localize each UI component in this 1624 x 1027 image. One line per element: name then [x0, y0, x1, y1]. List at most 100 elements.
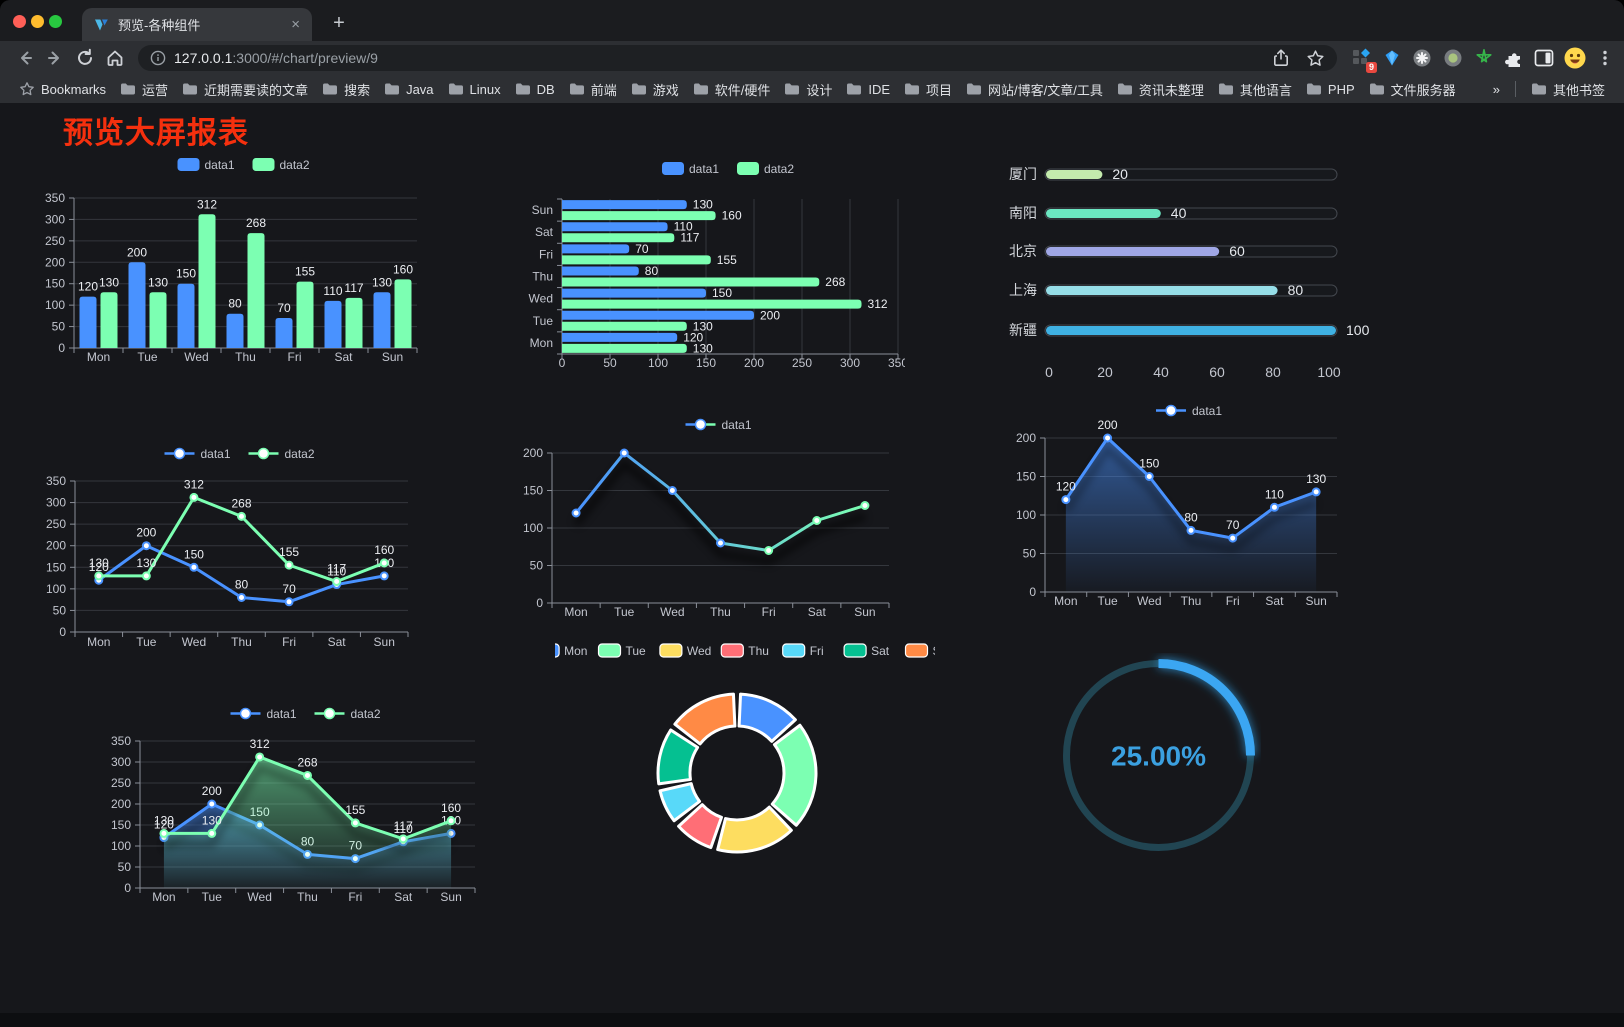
svg-text:0: 0 — [559, 356, 566, 370]
bookmark-folder[interactable]: 项目 — [897, 77, 959, 102]
bookmark-folder-label: 项目 — [926, 82, 953, 98]
other-bookmarks-label: 其他书签 — [1552, 82, 1605, 98]
svg-text:80: 80 — [1265, 364, 1281, 380]
svg-text:70: 70 — [1226, 518, 1240, 532]
svg-text:Sat: Sat — [334, 350, 353, 364]
extensions-puzzle-icon[interactable] — [1504, 48, 1525, 69]
svg-text:250: 250 — [111, 776, 131, 790]
bookmarks-separator — [1514, 81, 1516, 97]
bookmark-folder[interactable]: 搜索 — [315, 77, 377, 102]
bookmark-folder[interactable]: Java — [377, 79, 440, 100]
browser-tab[interactable]: 预览-各种组件 × — [82, 8, 312, 41]
svg-text:200: 200 — [760, 308, 780, 322]
tab-close-icon[interactable]: × — [291, 16, 300, 33]
pinwheel-extension-icon[interactable] — [1411, 47, 1433, 69]
bookmark-folder[interactable]: IDE — [839, 79, 897, 100]
chart-progress-bars[interactable]: 厦门 20 南阳 40 北京 60 上海 80 新疆 100 0 20 40 60 80 100 — [1000, 155, 1375, 390]
svg-text:300: 300 — [45, 212, 65, 226]
chart-gauge[interactable]: 25.00% — [1056, 653, 1261, 863]
svg-text:data2: data2 — [285, 447, 315, 461]
bookmark-folder[interactable]: 运营 — [113, 77, 175, 102]
svg-text:200: 200 — [127, 245, 147, 259]
browser-menu-icon[interactable] — [1596, 48, 1614, 68]
svg-text:350: 350 — [888, 356, 905, 370]
svg-text:268: 268 — [825, 275, 845, 289]
green-star-extension-icon[interactable] — [1473, 47, 1495, 69]
share-icon[interactable] — [1272, 48, 1290, 68]
adblock-extension-icon[interactable]: 9 — [1349, 46, 1377, 73]
site-info-icon[interactable] — [150, 50, 166, 66]
bookmarks-overflow-chevron[interactable]: » — [1492, 81, 1500, 97]
bookmarks-bar: Bookmarks 运营 近期需要读的文章 搜索 Java Linux DB 前端 游戏 软件/… — [0, 75, 1624, 103]
chart-line-gradient[interactable]: 0 50 100 150 200 Mon Tue Wed Thu Fri Sat Sun data1 — [505, 404, 905, 631]
window-maximize-button[interactable] — [49, 15, 62, 28]
profile-avatar[interactable] — [1563, 46, 1587, 70]
svg-text:100: 100 — [1317, 364, 1341, 380]
other-bookmarks-item[interactable]: 其他书签 — [1524, 77, 1612, 102]
svg-text:Tue: Tue — [1097, 594, 1118, 608]
window-minimize-button[interactable] — [31, 15, 44, 28]
svg-text:50: 50 — [52, 320, 66, 334]
svg-text:70: 70 — [635, 242, 649, 256]
bookmark-folder[interactable]: 资讯未整理 — [1110, 77, 1211, 102]
svg-text:Mon: Mon — [530, 336, 553, 350]
svg-text:0: 0 — [1045, 364, 1053, 380]
svg-text:50: 50 — [530, 559, 544, 573]
svg-text:150: 150 — [1139, 457, 1159, 471]
home-button[interactable] — [104, 47, 126, 69]
side-panel-icon[interactable] — [1534, 49, 1554, 67]
svg-text:80: 80 — [1288, 282, 1304, 298]
bookmark-folder[interactable]: 网站/博客/文章/工具 — [959, 77, 1110, 102]
chart-line-two-series[interactable]: 0 50 100 150 200 250 300 350 Mon Tue Wed Thu Fri Sat S… — [40, 425, 455, 662]
chart-area-two-series[interactable]: 0 50 100 150 200 250 300 350 Mon Tue Wed Thu Fri Sat S… — [100, 672, 505, 915]
bookmark-folder-label: 设计 — [806, 82, 833, 98]
bookmark-folder[interactable]: 其他语言 — [1211, 77, 1299, 102]
bookmark-folders: 运营 近期需要读的文章 搜索 Java Linux DB 前端 游戏 软件/硬件 设计 IDE 项目 网… — [113, 77, 1463, 102]
folder-icon — [785, 83, 800, 95]
bookmark-star-icon[interactable] — [1306, 49, 1325, 68]
folder-icon — [385, 83, 400, 95]
gem-extension-icon[interactable] — [1382, 48, 1402, 68]
bookmark-folder[interactable]: 前端 — [562, 77, 624, 102]
extension-badge: 9 — [1365, 62, 1377, 73]
svg-text:110: 110 — [394, 822, 413, 836]
bookmark-folder[interactable]: DB — [508, 79, 562, 100]
chart-doughnut[interactable]: Mon Tue Wed Thu Fri Sat Sun — [536, 642, 954, 862]
chart-grouped-bar[interactable]: 0 50 100 150 200 250 300 350 Mon Tue Wed Thu Fri Sat S… — [40, 148, 460, 378]
bookmark-folder[interactable]: 游戏 — [624, 77, 686, 102]
svg-text:25.00%: 25.00% — [1111, 741, 1206, 772]
svg-text:150: 150 — [184, 547, 204, 561]
svg-text:data1: data1 — [201, 447, 231, 461]
svg-text:350: 350 — [46, 474, 66, 488]
reload-button[interactable] — [74, 47, 96, 69]
svg-text:80: 80 — [235, 577, 249, 591]
chart-area-single[interactable]: 0 50 100 150 200 Mon Tue Wed Thu Fri Sat Sun 120 200 1… — [990, 392, 1362, 623]
svg-text:新疆: 新疆 — [1009, 322, 1037, 338]
svg-text:70: 70 — [282, 582, 296, 596]
bookmark-folder[interactable]: 软件/硬件 — [686, 77, 778, 102]
url-text[interactable]: 127.0.0.1:3000/#/chart/preview/9 — [174, 50, 378, 66]
svg-text:Sat: Sat — [1265, 594, 1284, 608]
green-dot-extension-icon[interactable] — [1442, 47, 1464, 69]
bookmark-folder[interactable]: 近期需要读的文章 — [175, 77, 315, 102]
forward-button[interactable] — [44, 47, 66, 69]
svg-text:110: 110 — [674, 220, 693, 234]
svg-text:Sun: Sun — [933, 644, 936, 658]
svg-text:data2: data2 — [280, 158, 310, 172]
svg-text:0: 0 — [536, 596, 543, 610]
bookmark-folder[interactable]: 文件服务器 — [1362, 77, 1463, 102]
tab-title: 预览-各种组件 — [118, 18, 201, 33]
bookmarks-root-item[interactable]: Bookmarks — [12, 78, 113, 100]
bookmark-folder[interactable]: 设计 — [777, 77, 839, 102]
window-close-button[interactable] — [13, 15, 26, 28]
svg-text:Sun: Sun — [440, 890, 461, 904]
url-bar[interactable]: 127.0.0.1:3000/#/chart/preview/9 — [138, 45, 1337, 71]
svg-text:268: 268 — [231, 496, 251, 510]
new-tab-button[interactable]: + — [333, 12, 345, 34]
svg-text:Mon: Mon — [87, 350, 110, 364]
chart-horizontal-bar[interactable]: 0 50 100 150 200 250 300 350 Sun 130 160 Sat 110 117 F… — [505, 150, 908, 380]
bookmark-folder[interactable]: Linux — [441, 79, 508, 100]
svg-text:120: 120 — [78, 280, 98, 294]
bookmark-folder[interactable]: PHP — [1299, 79, 1362, 100]
back-button[interactable] — [14, 47, 36, 69]
